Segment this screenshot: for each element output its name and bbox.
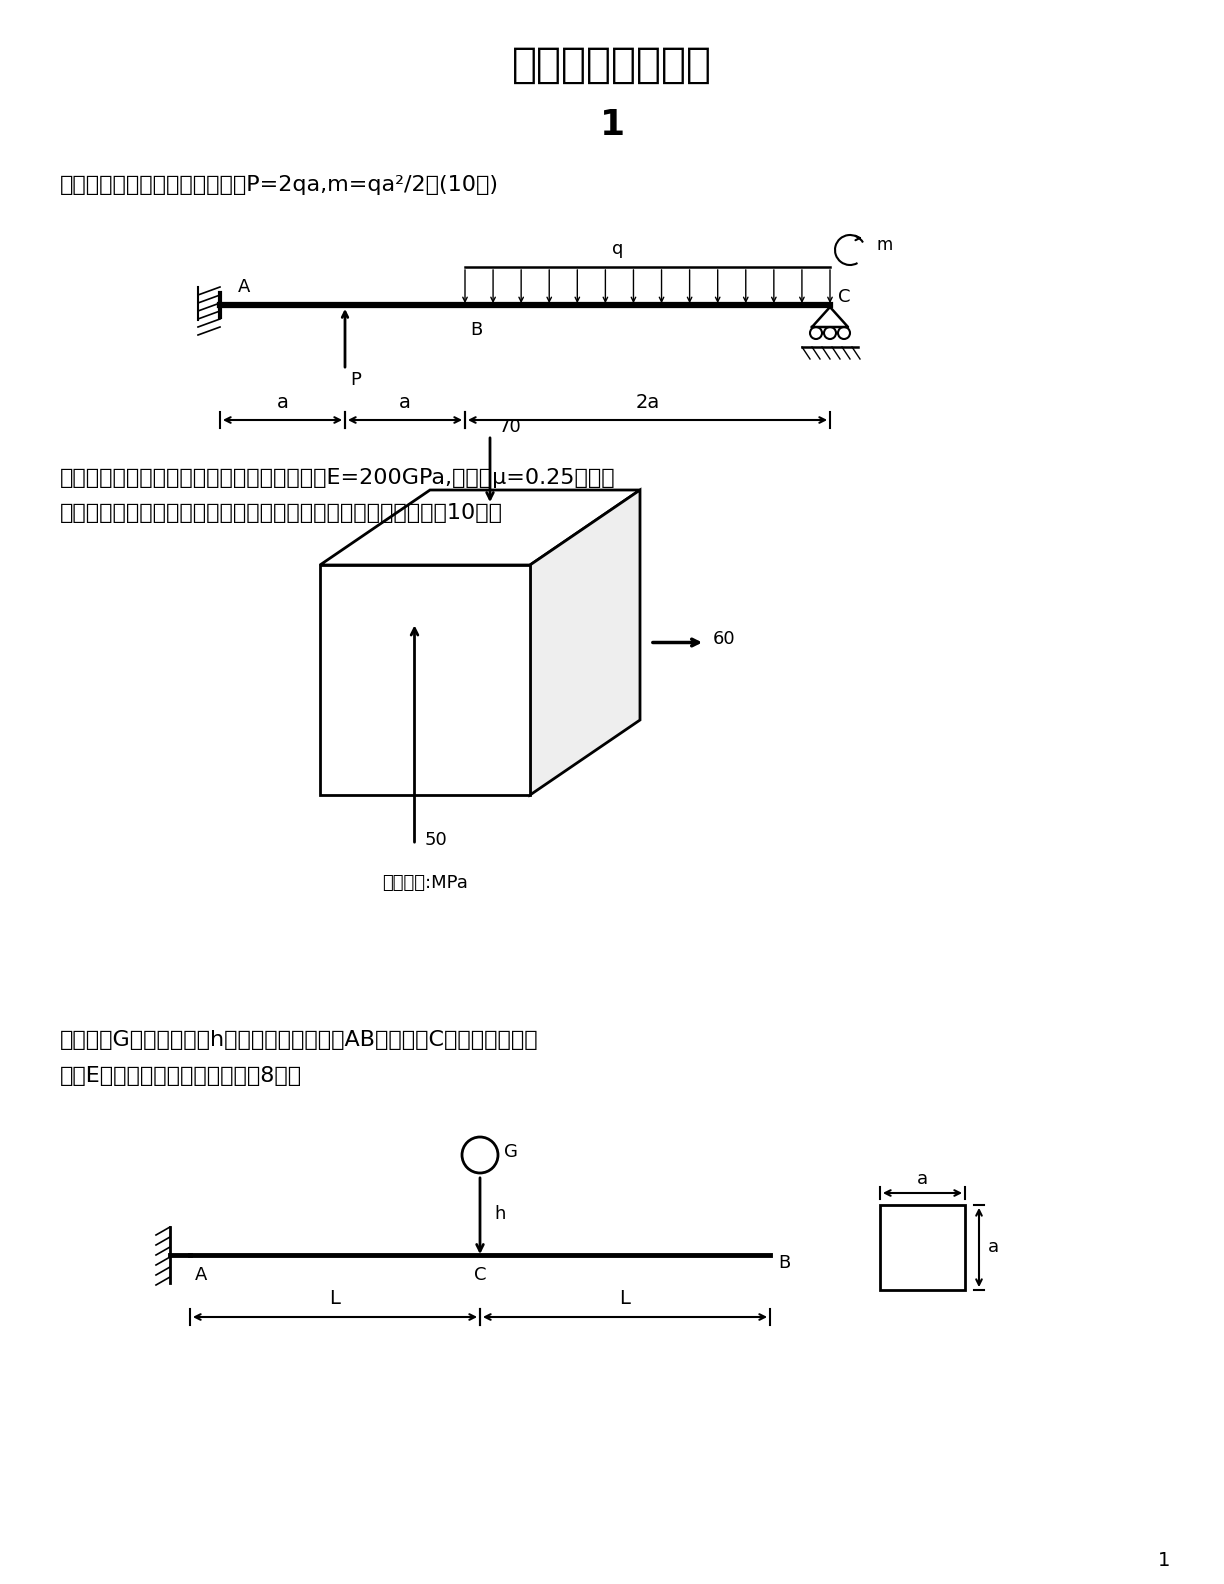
Text: P: P <box>350 371 361 390</box>
Text: a: a <box>277 393 289 412</box>
Text: 应力单位:MPa: 应力单位:MPa <box>382 874 468 892</box>
Text: h: h <box>494 1205 506 1223</box>
Text: C: C <box>838 288 851 306</box>
Text: a: a <box>399 393 411 412</box>
Text: B: B <box>778 1255 791 1272</box>
Text: 量为E，试求梁内最大动挠度。〔8分〕: 量为E，试求梁内最大动挠度。〔8分〕 <box>60 1066 302 1087</box>
Text: a: a <box>917 1171 928 1188</box>
Text: 主应力，最大剪应力，最大线应变，并画出该点的应力圆草图。〔10分〕: 主应力，最大剪应力，最大线应变，并画出该点的应力圆草图。〔10分〕 <box>60 504 503 523</box>
Text: 二、某构件的应力状态如图，材料的弹性模量E=200GPa,泊松比μ=0.25。试求: 二、某构件的应力状态如图，材料的弹性模量E=200GPa,泊松比μ=0.25。试… <box>60 467 616 488</box>
Text: A: A <box>237 279 251 296</box>
Text: 一、作图示构造的内力图，其中P=2qa,m=qa²/2。(10分): 一、作图示构造的内力图，其中P=2qa,m=qa²/2。(10分) <box>60 174 499 195</box>
Text: m: m <box>878 236 894 253</box>
Text: L: L <box>329 1289 340 1308</box>
Text: 50: 50 <box>425 832 447 849</box>
Polygon shape <box>530 489 640 795</box>
Text: C: C <box>474 1266 486 1285</box>
Text: q: q <box>612 241 623 258</box>
Text: 三、重为G的重物自高为h处自由落下，冲击到AB梁的中点C，材料的弹性模: 三、重为G的重物自高为h处自由落下，冲击到AB梁的中点C，材料的弹性模 <box>60 1030 539 1050</box>
Text: a: a <box>988 1239 999 1256</box>
Text: A: A <box>195 1266 207 1285</box>
Text: 2a: 2a <box>635 393 660 412</box>
Text: 70: 70 <box>498 418 520 436</box>
Text: B: B <box>470 322 482 339</box>
Polygon shape <box>319 565 530 795</box>
Bar <box>880 1205 965 1289</box>
Text: 60: 60 <box>714 630 736 648</box>
Text: L: L <box>619 1289 630 1308</box>
Text: 材料力学考研真题: 材料力学考研真题 <box>512 44 712 86</box>
Polygon shape <box>319 489 640 565</box>
Text: G: G <box>504 1144 518 1161</box>
Text: 1: 1 <box>600 108 624 143</box>
Text: 1: 1 <box>1158 1551 1170 1570</box>
